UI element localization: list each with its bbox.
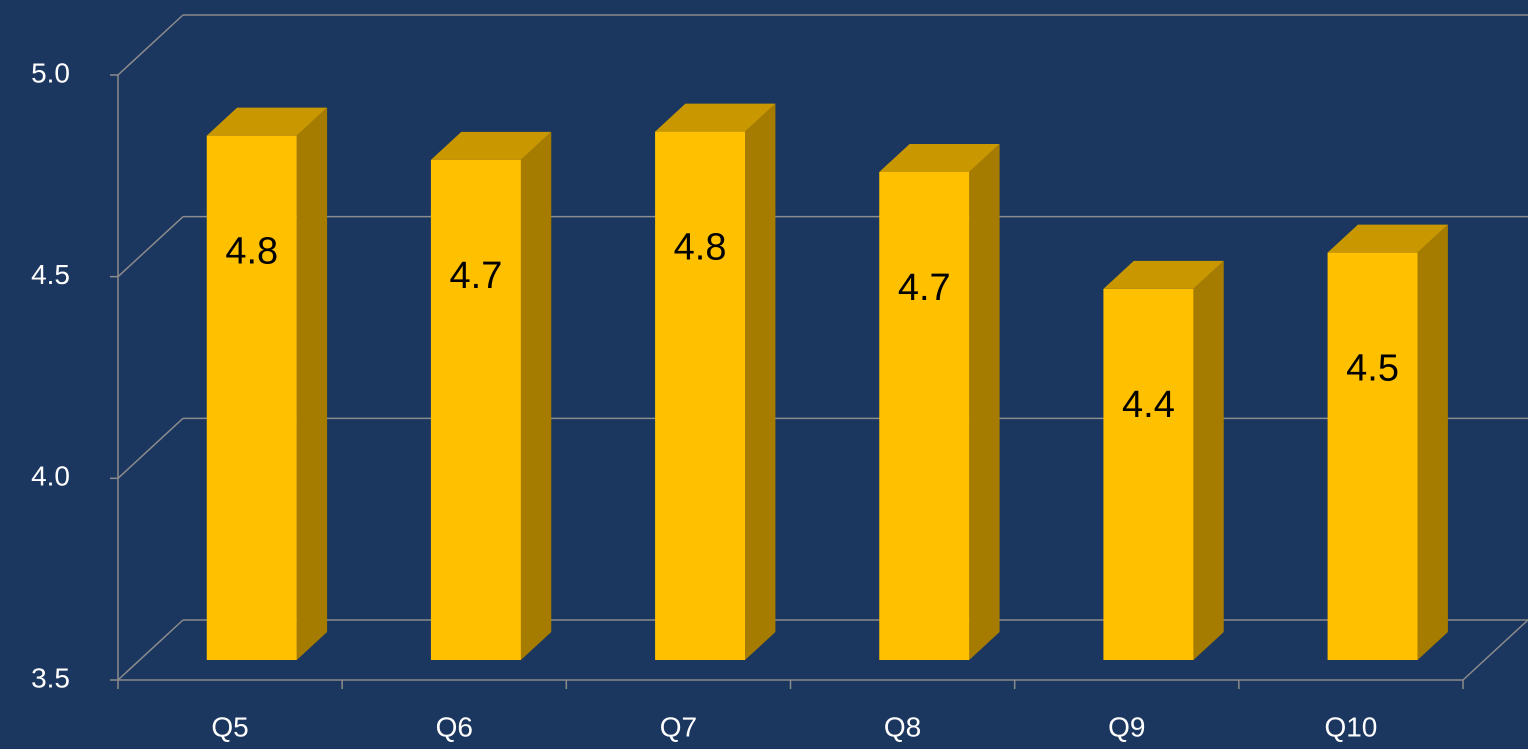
- bar-side: [1417, 224, 1448, 660]
- bar-side: [969, 143, 1000, 660]
- bar-top: [1327, 224, 1448, 253]
- grid-line-side: [117, 14, 184, 76]
- data-label: 4.8: [225, 231, 278, 273]
- grid-line-side: [117, 417, 184, 479]
- bar-top: [879, 143, 1000, 172]
- bar: [655, 131, 746, 661]
- bar: [206, 135, 297, 660]
- x-tick-label: Q9: [1108, 711, 1145, 742]
- x-tick-label: Q5: [211, 711, 248, 742]
- y-tick-label: 4.5: [31, 259, 70, 290]
- data-label: 4.4: [1122, 384, 1175, 426]
- grid-line-side: [117, 216, 184, 278]
- bar-top: [206, 107, 328, 136]
- data-label: 4.8: [674, 227, 727, 269]
- grid-line-side: [117, 619, 184, 681]
- bar: [1103, 288, 1194, 660]
- bar-side: [745, 103, 776, 661]
- bar-top: [655, 103, 776, 132]
- x-tick-label: Q8: [884, 711, 921, 742]
- data-label: 4.7: [450, 255, 503, 297]
- x-tick-label: Q6: [436, 711, 473, 742]
- bar-side: [520, 131, 552, 660]
- x-tick-label: Q10: [1324, 711, 1377, 742]
- floor-edge: [1462, 619, 1528, 681]
- data-label: 4.5: [1346, 348, 1399, 390]
- y-tick-label: 5.0: [31, 57, 70, 88]
- bar-top: [1103, 260, 1224, 289]
- data-label: 4.7: [898, 267, 951, 309]
- bar-side: [1193, 260, 1224, 660]
- y-tick-label: 3.5: [31, 662, 70, 693]
- bar: [879, 171, 970, 660]
- y-tick-label: 4.0: [31, 461, 70, 492]
- bar-side: [296, 107, 328, 660]
- bar: [1327, 252, 1418, 660]
- bar: [430, 159, 521, 660]
- x-tick-label: Q7: [660, 711, 697, 742]
- bar-top: [430, 131, 552, 160]
